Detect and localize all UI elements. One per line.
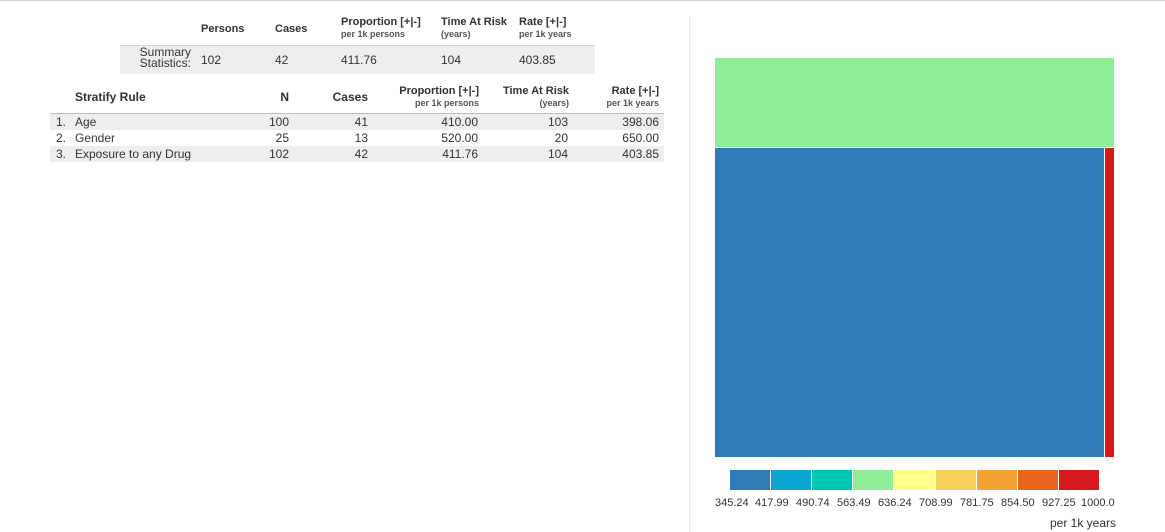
row-proportion: 520.00 — [441, 131, 478, 145]
stratify-header-cases[interactable]: Cases — [332, 90, 368, 104]
row-rate: 403.85 — [622, 147, 659, 161]
row-cases: 13 — [354, 131, 368, 145]
treemap-cell-strip[interactable] — [1105, 148, 1114, 457]
row-proportion: 411.76 — [442, 147, 478, 161]
row-index: 3. — [56, 147, 67, 161]
row-n: 25 — [275, 131, 289, 145]
summary-header-time-at-risk[interactable]: Time At Risk (years) — [441, 16, 508, 39]
row-time-at-risk: 103 — [547, 115, 568, 129]
legend-label: 490.74 — [796, 497, 830, 509]
stratify-header-rate[interactable]: Rate [+|-] per 1k years — [606, 85, 659, 108]
summary-cases-value: 42 — [275, 53, 289, 67]
row-cases: 41 — [354, 115, 368, 129]
row-rule: Exposure to any Drug — [75, 147, 192, 161]
legend-label: 781.75 — [960, 497, 994, 509]
legend-label: 563.49 — [837, 497, 871, 509]
legend-swatch-6 — [936, 470, 976, 490]
legend-unit: per 1k years — [1050, 516, 1117, 530]
table-row[interactable]: 3. Exposure to any Drug 102 42 411.76 10… — [50, 146, 664, 162]
row-proportion: 410.00 — [441, 115, 478, 129]
stratify-header-time-at-risk[interactable]: Time At Risk (years) — [502, 85, 569, 108]
row-index: 2. — [56, 131, 67, 145]
legend-label: 636.24 — [878, 497, 912, 509]
legend-swatch-8 — [1018, 470, 1058, 490]
summary-time-at-risk-value: 104 — [441, 53, 462, 67]
summary-rate-value: 403.85 — [519, 53, 556, 67]
row-rule: Age — [75, 115, 97, 129]
legend-swatch-7 — [977, 470, 1017, 490]
treemap-cell-age[interactable] — [715, 148, 1104, 457]
legend-swatch-1 — [730, 470, 770, 490]
legend-label: 854.50 — [1001, 497, 1035, 509]
treemap-cell-gender[interactable] — [715, 58, 1114, 147]
legend-label: 417.99 — [755, 497, 789, 509]
table-row[interactable]: 1. Age 100 41 410.00 103 398.06 — [50, 114, 664, 130]
row-n: 100 — [268, 115, 289, 129]
summary-header-rate[interactable]: Rate [+|-] per 1k years — [519, 16, 572, 39]
legend-swatch-2 — [771, 470, 811, 490]
legend-swatch-5 — [894, 470, 935, 490]
row-time-at-risk: 104 — [547, 147, 568, 161]
stratify-header-rule-line — [50, 113, 664, 114]
summary-persons-value: 102 — [201, 53, 222, 67]
row-n: 102 — [268, 147, 289, 161]
table-row[interactable]: 2. Gender 25 13 520.00 20 650.00 — [50, 130, 664, 146]
legend-label: 927.25 — [1042, 497, 1076, 509]
row-index: 1. — [56, 115, 67, 129]
row-rate: 398.06 — [622, 115, 659, 129]
summary-row — [120, 45, 595, 74]
legend-label: 708.99 — [919, 497, 953, 509]
legend-swatch-4 — [853, 470, 893, 490]
stratify-header-n[interactable]: N — [280, 90, 289, 104]
row-time-at-risk: 20 — [554, 131, 568, 145]
panel-divider — [689, 16, 690, 532]
summary-proportion-value: 411.76 — [341, 53, 377, 67]
summary-header-cases[interactable]: Cases — [275, 23, 308, 35]
legend-label: 345.24 — [715, 497, 749, 509]
row-cases: 42 — [354, 147, 368, 161]
row-rule: Gender — [75, 131, 116, 145]
legend-swatch-3 — [812, 470, 852, 490]
legend-swatch-9 — [1059, 470, 1099, 490]
summary-header-persons[interactable]: Persons — [201, 23, 245, 35]
summary-row-label: Summary Statistics: — [139, 45, 191, 70]
stratify-header-proportion[interactable]: Proportion [+|-] per 1k persons — [399, 85, 479, 108]
summary-header-proportion[interactable]: Proportion [+|-] per 1k persons — [341, 16, 421, 39]
row-rate: 650.00 — [622, 131, 659, 145]
top-border — [0, 0, 1165, 1]
legend-label: 1000.0 — [1081, 497, 1115, 509]
stratify-header-rule[interactable]: Stratify Rule — [75, 90, 146, 104]
